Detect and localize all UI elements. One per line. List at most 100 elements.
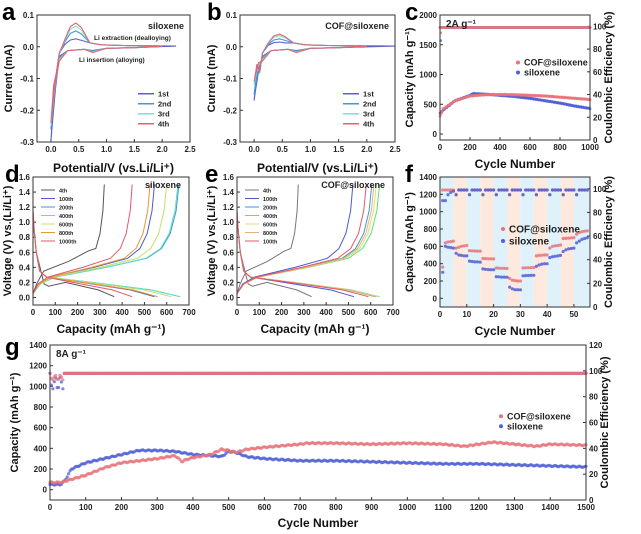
ce-point xyxy=(457,188,461,192)
ce-point xyxy=(532,188,536,192)
discharge-curve-1000th xyxy=(32,210,133,298)
ce-point xyxy=(441,199,445,203)
ce-point xyxy=(454,193,458,197)
capacity-point xyxy=(451,239,455,243)
capacity-point xyxy=(475,249,480,253)
capacity-point xyxy=(483,267,488,271)
x-tick-label: 500 xyxy=(138,308,152,317)
y-axis-right-label: Coulombic Efficiency (%) xyxy=(603,11,615,143)
capacity-point xyxy=(457,253,461,257)
x-tick-label: 400 xyxy=(319,308,333,317)
legend-label: 4th xyxy=(59,189,68,195)
legend-label: 1st xyxy=(363,90,374,99)
y-axis-label: Voltage (V) vs.(Li/Li⁺) xyxy=(206,185,218,296)
ce-point xyxy=(577,188,581,192)
x-axis-label: Potential/V (vs.Li/Li⁺) xyxy=(53,161,174,175)
y-tick-label: 0.0 xyxy=(223,293,235,302)
panel-label: b xyxy=(207,0,222,26)
capacity-point xyxy=(65,475,69,479)
ce-point xyxy=(505,188,509,192)
capacity-point xyxy=(465,254,469,258)
rate-band xyxy=(480,177,494,307)
legend-marker xyxy=(501,239,505,243)
y-axis-label: Capacity (mAh g⁻¹) xyxy=(404,27,416,127)
capacity-point xyxy=(583,236,587,241)
panel-label: e xyxy=(205,161,218,188)
legend-label: 200th xyxy=(263,206,278,212)
y-right-tick-label: 40 xyxy=(589,444,598,453)
x-tick-label: 1200 xyxy=(470,503,488,512)
ce-point xyxy=(57,385,61,390)
series-siloxene xyxy=(441,188,589,292)
capacity-point xyxy=(580,237,584,241)
y-tick-label: 0.6 xyxy=(223,248,235,257)
y-right-tick-label: 100 xyxy=(593,185,607,194)
capacity-point xyxy=(502,275,506,279)
capacity-point xyxy=(548,246,552,250)
ce-point xyxy=(451,189,455,193)
y-tick-label: 0 xyxy=(43,486,48,495)
x-tick-label: 1.0 xyxy=(101,145,113,154)
legend-label: 800th xyxy=(263,231,278,237)
x-tick-label: 700 xyxy=(386,308,400,317)
plot-frame xyxy=(49,344,587,501)
capacity-point xyxy=(481,267,485,271)
capacity-point xyxy=(553,244,557,248)
ce-point xyxy=(540,188,544,192)
rate-band xyxy=(453,177,467,307)
x-tick-label: 400 xyxy=(493,143,507,152)
ce-point xyxy=(518,188,523,192)
x-tick-label: 300 xyxy=(151,503,165,512)
y-right-tick-label: 80 xyxy=(593,45,602,54)
ce-point xyxy=(481,193,485,197)
panel-label: a xyxy=(2,0,16,26)
panel-title: COF@siloxene xyxy=(321,180,385,190)
y-tick-label: 600 xyxy=(34,424,48,433)
capacity-point xyxy=(510,287,514,291)
x-tick-label: 700 xyxy=(182,308,196,317)
y-right-tick-label: 60 xyxy=(593,232,602,241)
capacity-point xyxy=(494,266,498,270)
legend-label: 100th xyxy=(263,240,278,246)
ce-point xyxy=(449,188,453,192)
y-tick-label: 1500 xyxy=(419,41,437,50)
capacity-point xyxy=(457,245,461,249)
plot-frame xyxy=(439,14,591,141)
rate-band xyxy=(547,177,561,307)
capacity-point xyxy=(556,254,560,258)
y-tick-label: 0.1 xyxy=(226,11,238,20)
capacity-point xyxy=(441,265,445,269)
capacity-point xyxy=(569,246,573,251)
panel-label: c xyxy=(405,0,418,26)
capacity-point xyxy=(518,279,523,283)
ce-point xyxy=(443,199,447,203)
legend-label: 100th xyxy=(59,197,74,203)
capacity-point xyxy=(526,273,531,278)
x-tick-label: 1000 xyxy=(581,143,599,152)
capacity-point xyxy=(486,257,490,261)
capacity-point xyxy=(575,241,579,245)
y-tick-label: -0.2 xyxy=(223,106,237,115)
capacity-point xyxy=(478,249,482,253)
rate-band xyxy=(506,177,521,307)
panel-a: a 0.0 0.5 1.0 1.5 2.0 2.5 -0.3 -0.2 -0.1 0.0 0.1 Cur… xyxy=(2,0,196,175)
panel-g: g0 100 200 300 400 500 600 700 800 900 1000 1100 120… xyxy=(5,334,611,530)
ce-point xyxy=(516,188,520,192)
x-tick-label: 400 xyxy=(115,308,129,317)
y-axis-right-label: Coulombic Efficiency (%) xyxy=(599,356,611,488)
panel-title: 8A g⁻¹ xyxy=(56,349,87,360)
capacity-point xyxy=(548,256,552,260)
y-tick-label: 2000 xyxy=(419,11,437,20)
y-right-tick-label: 40 xyxy=(593,91,602,100)
y-tick-label: 0.2 xyxy=(223,278,235,287)
y-tick-label: 0 xyxy=(433,294,438,303)
x-axis-label: Potential/V (vs.Li/Li⁺) xyxy=(257,161,378,175)
x-tick-label: 40 xyxy=(543,310,552,319)
ce-point xyxy=(580,188,584,192)
panel-title: siloxene xyxy=(145,180,181,190)
capacity-point xyxy=(446,245,450,249)
capacity-point xyxy=(526,266,531,270)
x-tick-label: 600 xyxy=(160,308,174,317)
capacity-point xyxy=(569,236,573,240)
ce-point xyxy=(585,188,589,192)
